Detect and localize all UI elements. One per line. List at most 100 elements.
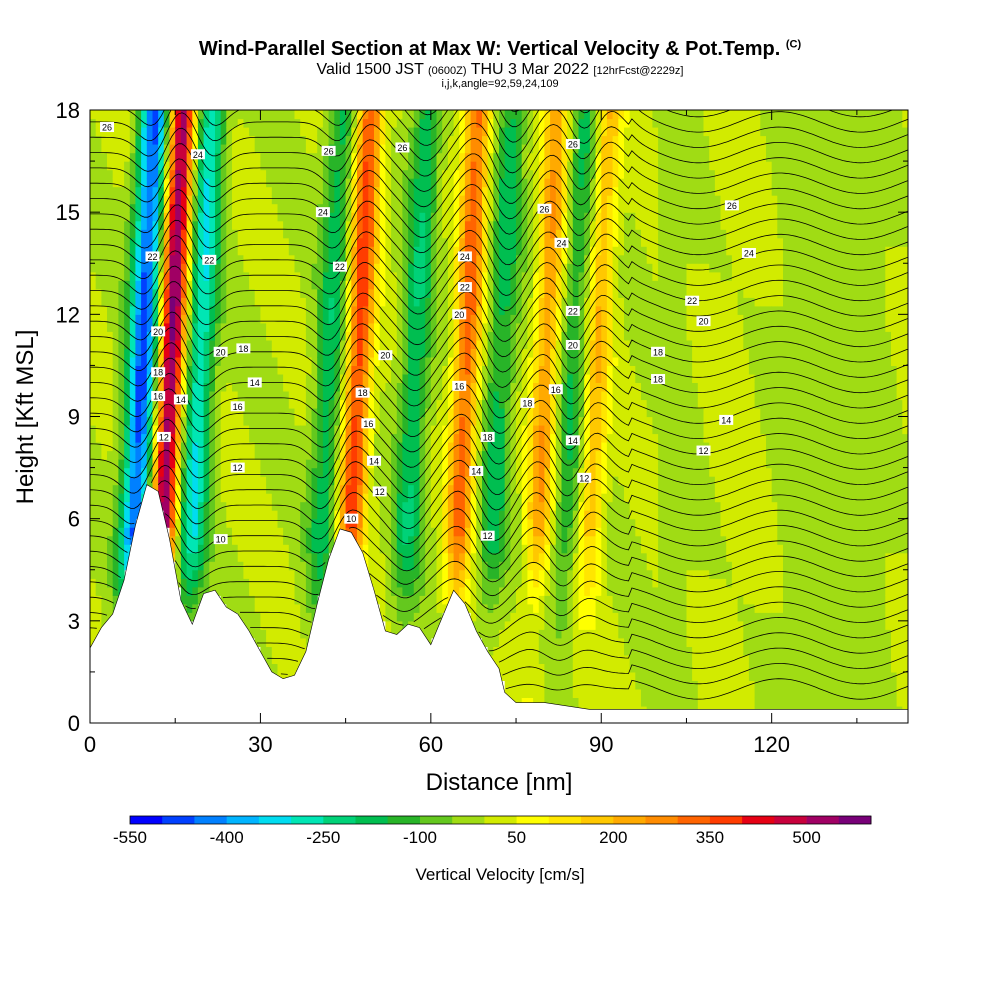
velocity-cell (226, 450, 233, 460)
velocity-cell (368, 254, 375, 264)
velocity-cell (254, 399, 261, 409)
velocity-cell (385, 586, 392, 596)
velocity-cell (328, 425, 335, 435)
velocity-cell (169, 391, 176, 401)
velocity-cell (544, 220, 551, 230)
velocity-cell (453, 288, 460, 298)
velocity-cell (95, 195, 102, 205)
velocity-cell (430, 476, 438, 486)
velocity-cell (220, 569, 227, 579)
velocity-cell (499, 246, 506, 256)
velocity-cell (379, 152, 386, 162)
velocity-cell (368, 314, 375, 324)
velocity-cell (169, 527, 176, 537)
velocity-cell (283, 339, 290, 349)
velocity-cell (271, 467, 279, 477)
velocity-cell (425, 373, 432, 383)
velocity-cell (538, 603, 546, 613)
velocity-cell (90, 595, 97, 605)
velocity-cell (288, 476, 296, 486)
velocity-cell (527, 322, 534, 332)
velocity-cell (118, 305, 125, 315)
velocity-cell (453, 399, 460, 409)
velocity-cell (243, 288, 250, 298)
velocity-cell (339, 493, 347, 503)
velocity-cell (249, 288, 256, 298)
velocity-cell (436, 552, 443, 562)
velocity-cell (169, 203, 176, 213)
velocity-cell (260, 501, 267, 511)
velocity-cell (328, 280, 335, 290)
velocity-cell (459, 595, 466, 605)
velocity-cell (555, 212, 563, 222)
velocity-cell (351, 271, 358, 281)
velocity-cell (413, 442, 421, 452)
velocity-cell (521, 433, 528, 443)
velocity-cell (402, 339, 409, 349)
velocity-cell (311, 161, 318, 171)
velocity-cell (152, 220, 159, 230)
velocity-cell (254, 152, 261, 162)
velocity-cell (243, 459, 250, 469)
velocity-cell (334, 493, 341, 503)
velocity-cell (442, 144, 449, 154)
velocity-cell (163, 263, 171, 273)
velocity-cell (538, 484, 546, 494)
velocity-cell (391, 339, 398, 349)
velocity-cell (561, 646, 568, 656)
velocity-cell (226, 169, 233, 179)
velocity-cell (260, 552, 267, 562)
velocity-cell (368, 527, 375, 537)
velocity-cell (232, 118, 239, 128)
velocity-cell (243, 144, 250, 154)
velocity-cell (527, 493, 534, 503)
velocity-cell (283, 459, 290, 469)
velocity-cell (442, 442, 449, 452)
velocity-cell (544, 552, 551, 562)
velocity-cell (345, 356, 352, 366)
velocity-cell (209, 220, 216, 230)
velocity-cell (419, 391, 426, 401)
velocity-cell (533, 493, 540, 503)
velocity-cell (464, 535, 472, 545)
velocity-cell (112, 152, 119, 162)
velocity-cell (516, 254, 523, 264)
velocity-cell (283, 263, 290, 273)
velocity-cell (317, 578, 324, 588)
velocity-cell (550, 578, 557, 588)
velocity-cell (334, 450, 341, 460)
velocity-cell (158, 382, 165, 392)
velocity-cell (362, 161, 369, 171)
velocity-cell (482, 348, 489, 358)
velocity-cell (436, 569, 443, 579)
velocity-cell (186, 203, 193, 213)
velocity-cell (300, 476, 307, 486)
velocity-cell (146, 416, 154, 426)
velocity-cell (283, 391, 290, 401)
velocity-cell (544, 663, 551, 673)
velocity-cell (322, 544, 330, 554)
velocity-cell (436, 527, 443, 537)
velocity-cell (237, 518, 244, 528)
velocity-cell (283, 195, 290, 205)
velocity-cell (288, 578, 296, 588)
velocity-cell (351, 331, 358, 341)
velocity-cell (118, 535, 125, 545)
velocity-cell (459, 263, 466, 273)
velocity-cell (260, 535, 267, 545)
velocity-cell (527, 178, 534, 188)
velocity-cell (192, 569, 199, 579)
velocity-cell (396, 425, 404, 435)
velocity-cell (487, 127, 494, 137)
velocity-cell (413, 348, 421, 358)
velocity-cell (521, 544, 528, 554)
velocity-cell (288, 552, 296, 562)
velocity-cell (186, 229, 193, 239)
velocity-cell (521, 603, 528, 613)
velocity-cell (317, 229, 324, 239)
velocity-cell (527, 237, 534, 247)
velocity-cell (482, 186, 489, 196)
velocity-cell (163, 391, 171, 401)
velocity-cell (112, 118, 119, 128)
velocity-cell (260, 603, 267, 613)
